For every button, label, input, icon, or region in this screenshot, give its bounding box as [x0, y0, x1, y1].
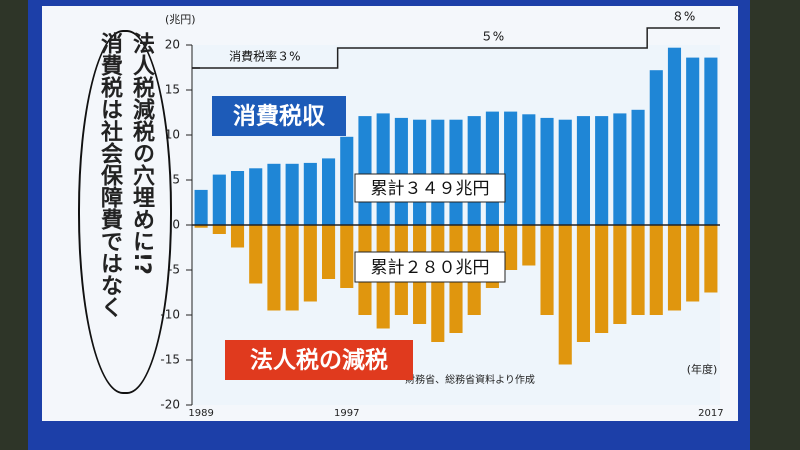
bar — [613, 225, 627, 324]
total-box — [354, 251, 506, 283]
bar — [267, 225, 281, 311]
bar — [358, 116, 372, 225]
bar — [649, 225, 663, 315]
bar — [558, 119, 572, 225]
rate-label: ８% — [672, 10, 695, 24]
bar — [194, 225, 208, 228]
series-label: 消費税収 — [233, 103, 326, 130]
y-tick-label: 0 — [172, 218, 180, 232]
bar — [285, 225, 299, 311]
bar — [267, 163, 281, 225]
series-label-box — [212, 96, 346, 136]
y-tick-label: -15 — [160, 353, 180, 367]
side-note: 消費税は社会保障費ではなく 法人税減税の穴埋めに!? — [78, 30, 172, 394]
bar — [394, 117, 408, 225]
bar — [303, 225, 317, 302]
total-box — [354, 173, 506, 203]
bar — [340, 225, 354, 288]
bar — [631, 225, 645, 315]
bar — [449, 119, 463, 225]
bar — [485, 111, 499, 225]
total-label: 累計２８０兆円 — [371, 258, 490, 278]
bar — [303, 162, 317, 225]
bar — [285, 163, 299, 225]
bar — [212, 174, 226, 225]
bar — [667, 225, 682, 311]
x-tick-label: 1989 — [188, 408, 213, 419]
x-tick-label: 2017 — [698, 408, 723, 419]
bar — [522, 114, 536, 225]
bar — [194, 189, 208, 225]
bar — [667, 47, 682, 226]
y-tick-label: -5 — [168, 263, 180, 277]
bar — [321, 225, 336, 279]
bar — [522, 225, 536, 266]
bar — [686, 225, 700, 302]
y-tick-label: 10 — [165, 128, 180, 142]
bar — [540, 117, 554, 225]
bar — [249, 225, 263, 284]
bar — [704, 57, 718, 225]
bar — [340, 136, 354, 225]
bar — [413, 119, 427, 225]
y-tick-label: 5 — [172, 173, 180, 187]
rate-label: 消費税率３% — [229, 49, 300, 64]
bar — [230, 171, 245, 225]
series-label: 法人税の減税 — [250, 347, 388, 374]
y-unit: (兆円) — [165, 13, 196, 26]
x-tick-label: 1997 — [334, 408, 359, 419]
x-unit: (年度) — [687, 362, 718, 376]
bar — [230, 225, 245, 248]
y-tick-label: 20 — [165, 38, 180, 52]
total-label: 累計３４９兆円 — [371, 179, 490, 199]
y-tick-label: 15 — [165, 83, 180, 97]
bar — [431, 225, 445, 342]
bar — [467, 116, 481, 225]
bar — [576, 116, 591, 225]
bar — [649, 70, 663, 225]
bar — [376, 113, 390, 225]
y-tick-label: -20 — [160, 398, 180, 412]
bar — [631, 109, 645, 225]
bar — [249, 168, 263, 225]
bar — [212, 225, 226, 234]
series-label-box — [225, 340, 413, 380]
bar — [576, 225, 591, 342]
bar — [321, 158, 336, 225]
bar — [558, 225, 572, 365]
bar — [613, 113, 627, 225]
bar — [704, 225, 718, 293]
bar — [504, 111, 518, 225]
rate-label: ５% — [481, 30, 504, 44]
bar — [595, 116, 609, 225]
y-tick-label: -10 — [160, 308, 180, 322]
bar — [686, 57, 700, 225]
bar — [504, 225, 518, 270]
side-text: 法人税減税の穴埋めに!? — [129, 32, 154, 275]
tax-rate-line — [192, 27, 720, 69]
bar — [540, 225, 554, 315]
side-text: 消費税は社会保障費ではなく — [97, 32, 122, 318]
bar — [431, 119, 445, 225]
bar — [595, 225, 609, 333]
source: 財務省、総務省資料より作成 — [405, 373, 535, 386]
